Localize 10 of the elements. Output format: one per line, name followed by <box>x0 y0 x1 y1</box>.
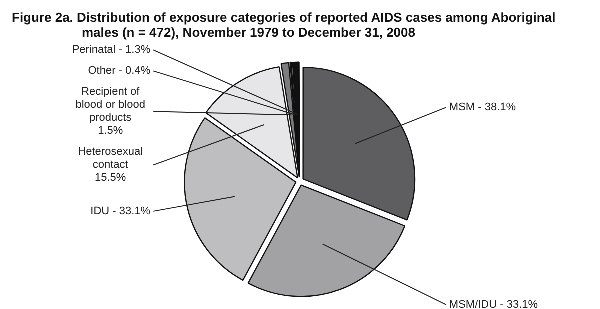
data-label: 15.5% <box>95 172 126 184</box>
slice-label: Heterosexual contact <box>78 146 144 172</box>
chart-title: Figure 2a. Distribution of exposure categories of reported AIDS cases among Aboriginal males (n = 472), November 1979 to December 31, 2008 <box>12 10 557 40</box>
slice-label: Recipient of blood or blood products <box>76 86 146 124</box>
slice-label: IDU - 33.1% <box>90 205 151 218</box>
slice-label: MSM/IDU - 33.1% <box>449 298 538 309</box>
slice-label: Other - 0.4% <box>88 65 151 78</box>
slice-label: MSM - 38.1% <box>449 102 516 114</box>
slice-label: Perinatal - 1.3% <box>72 44 151 56</box>
data-label: 1.5% <box>98 125 124 138</box>
